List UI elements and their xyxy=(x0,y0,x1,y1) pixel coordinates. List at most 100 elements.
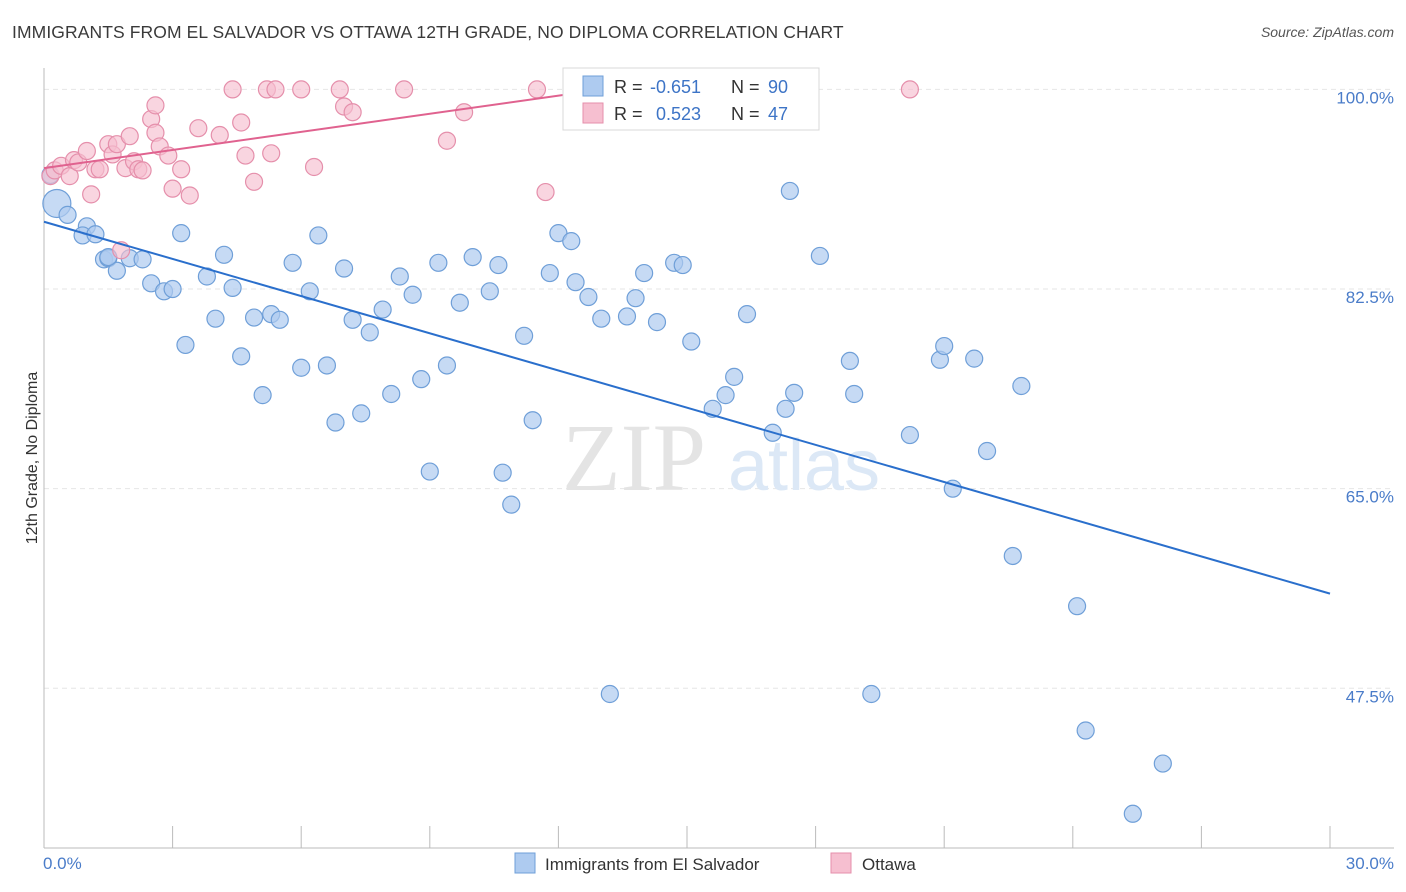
legend-n-label-pink: N = xyxy=(731,104,760,124)
point-el-salvador-53 xyxy=(562,232,581,251)
point-ottawa-44 xyxy=(527,80,547,99)
legend-n-label-blue: N = xyxy=(731,77,760,97)
point-el-salvador-33 xyxy=(352,404,371,423)
legend-r-value-pink: 0.523 xyxy=(656,104,701,124)
bottom-legend-label-blue: Immigrants from El Salvador xyxy=(545,855,760,874)
legend-r-label-blue: R = xyxy=(614,77,643,97)
point-el-salvador-17 xyxy=(206,309,225,328)
point-el-salvador-48 xyxy=(502,495,521,514)
point-el-salvador-20 xyxy=(232,347,251,366)
y-axis-label: 12th Grade, No Diploma xyxy=(24,372,41,545)
bottom-legend-swatch-pink xyxy=(830,852,852,874)
point-el-salvador-60 xyxy=(635,263,654,283)
point-ottawa-9 xyxy=(90,160,109,179)
point-el-salvador-19 xyxy=(223,278,242,297)
series-ottawa xyxy=(41,80,920,260)
chart-source: Source: ZipAtlas.com xyxy=(1260,24,1394,40)
point-el-salvador-80 xyxy=(943,479,962,498)
point-el-salvador-59 xyxy=(626,289,645,308)
point-el-salvador-44 xyxy=(463,247,482,267)
point-el-salvador-51 xyxy=(540,263,559,283)
point-ottawa-35 xyxy=(266,80,285,99)
point-el-salvador-25 xyxy=(283,253,302,272)
legend-r-label-pink: R = xyxy=(614,104,643,124)
watermark-zip: ZIP xyxy=(562,404,706,511)
point-el-salvador-34 xyxy=(360,323,379,342)
point-el-salvador-8 xyxy=(107,261,126,280)
point-ottawa-31 xyxy=(236,146,255,165)
bottom-legend-label-pink: Ottawa xyxy=(862,855,916,874)
point-ottawa-30 xyxy=(232,113,251,132)
point-el-salvador-30 xyxy=(326,413,345,432)
point-el-salvador-37 xyxy=(390,267,409,286)
point-el-salvador-49 xyxy=(515,326,534,345)
point-el-salvador-36 xyxy=(382,384,401,404)
y-tick-label-1: 65.0% xyxy=(1346,488,1394,507)
point-ottawa-18 xyxy=(133,161,152,180)
point-el-salvador-42 xyxy=(437,356,457,375)
x-tick-label-max: 30.0% xyxy=(1346,854,1394,873)
point-el-salvador-38 xyxy=(403,285,422,304)
point-el-salvador-26 xyxy=(292,358,311,377)
point-ottawa-21 xyxy=(146,96,165,115)
point-el-salvador-55 xyxy=(579,287,598,307)
y-tick-label-2: 82.5% xyxy=(1346,288,1394,307)
point-el-salvador-18 xyxy=(214,245,234,264)
point-el-salvador-76 xyxy=(862,684,881,704)
point-ottawa-37 xyxy=(304,157,324,177)
point-el-salvador-81 xyxy=(965,349,984,368)
point-ottawa-42 xyxy=(437,131,457,150)
point-el-salvador-85 xyxy=(1076,721,1095,740)
point-el-salvador-57 xyxy=(600,684,619,704)
point-ottawa-34 xyxy=(262,144,281,163)
y-tick-label-0: 47.5% xyxy=(1346,687,1394,706)
chart-title: IMMIGRANTS FROM EL SALVADOR VS OTTAWA 12… xyxy=(12,22,844,42)
point-el-salvador-54 xyxy=(566,273,585,292)
watermark: ZIP atlas xyxy=(562,404,880,511)
point-ottawa-46 xyxy=(900,80,920,99)
point-el-salvador-2 xyxy=(58,205,77,224)
x-tick-label-min: 0.0% xyxy=(43,854,82,873)
point-el-salvador-39 xyxy=(412,370,431,389)
point-el-salvador-86 xyxy=(1067,597,1087,616)
legend-r-value-blue: -0.651 xyxy=(650,77,701,97)
point-ottawa-40 xyxy=(343,103,362,122)
point-el-salvador-66 xyxy=(716,386,735,405)
point-el-salvador-74 xyxy=(840,351,859,371)
point-el-salvador-77 xyxy=(900,425,920,445)
point-ottawa-45 xyxy=(536,182,555,202)
point-el-salvador-72 xyxy=(785,383,804,402)
point-ottawa-43 xyxy=(454,103,474,122)
point-el-salvador-21 xyxy=(244,308,264,327)
point-ottawa-41 xyxy=(394,80,414,99)
legend-swatch-pink xyxy=(582,102,604,124)
point-el-salvador-29 xyxy=(317,356,337,375)
point-el-salvador-56 xyxy=(592,309,611,328)
point-el-salvador-71 xyxy=(776,399,795,418)
point-el-salvador-47 xyxy=(493,463,512,482)
legend-box: R = -0.651 N = 90 R = 0.523 N = 47 xyxy=(562,67,820,131)
point-ottawa-24 xyxy=(163,179,182,198)
point-el-salvador-83 xyxy=(1003,546,1022,566)
point-ottawa-32 xyxy=(244,172,264,191)
bottom-legend-swatch-blue xyxy=(514,852,536,874)
point-ottawa-7 xyxy=(82,185,101,204)
legend-swatch-blue xyxy=(582,75,604,97)
point-el-salvador-32 xyxy=(343,310,362,329)
point-el-salvador-79 xyxy=(935,336,954,356)
series-immigrants-el-salvador xyxy=(41,165,1172,823)
point-el-salvador-13 xyxy=(163,279,182,299)
legend-n-value-pink: 47 xyxy=(768,104,788,124)
point-el-salvador-28 xyxy=(309,226,328,245)
point-el-salvador-15 xyxy=(176,335,195,355)
point-el-salvador-41 xyxy=(429,253,448,272)
bottom-legend: Immigrants from El Salvador Ottawa xyxy=(514,852,916,874)
point-el-salvador-64 xyxy=(682,332,701,351)
point-el-salvador-45 xyxy=(480,282,499,301)
watermark-atlas: atlas xyxy=(728,426,880,506)
point-el-salvador-70 xyxy=(780,181,799,201)
point-ottawa-28 xyxy=(210,125,229,145)
point-ottawa-26 xyxy=(180,186,199,205)
point-el-salvador-14 xyxy=(172,224,191,243)
